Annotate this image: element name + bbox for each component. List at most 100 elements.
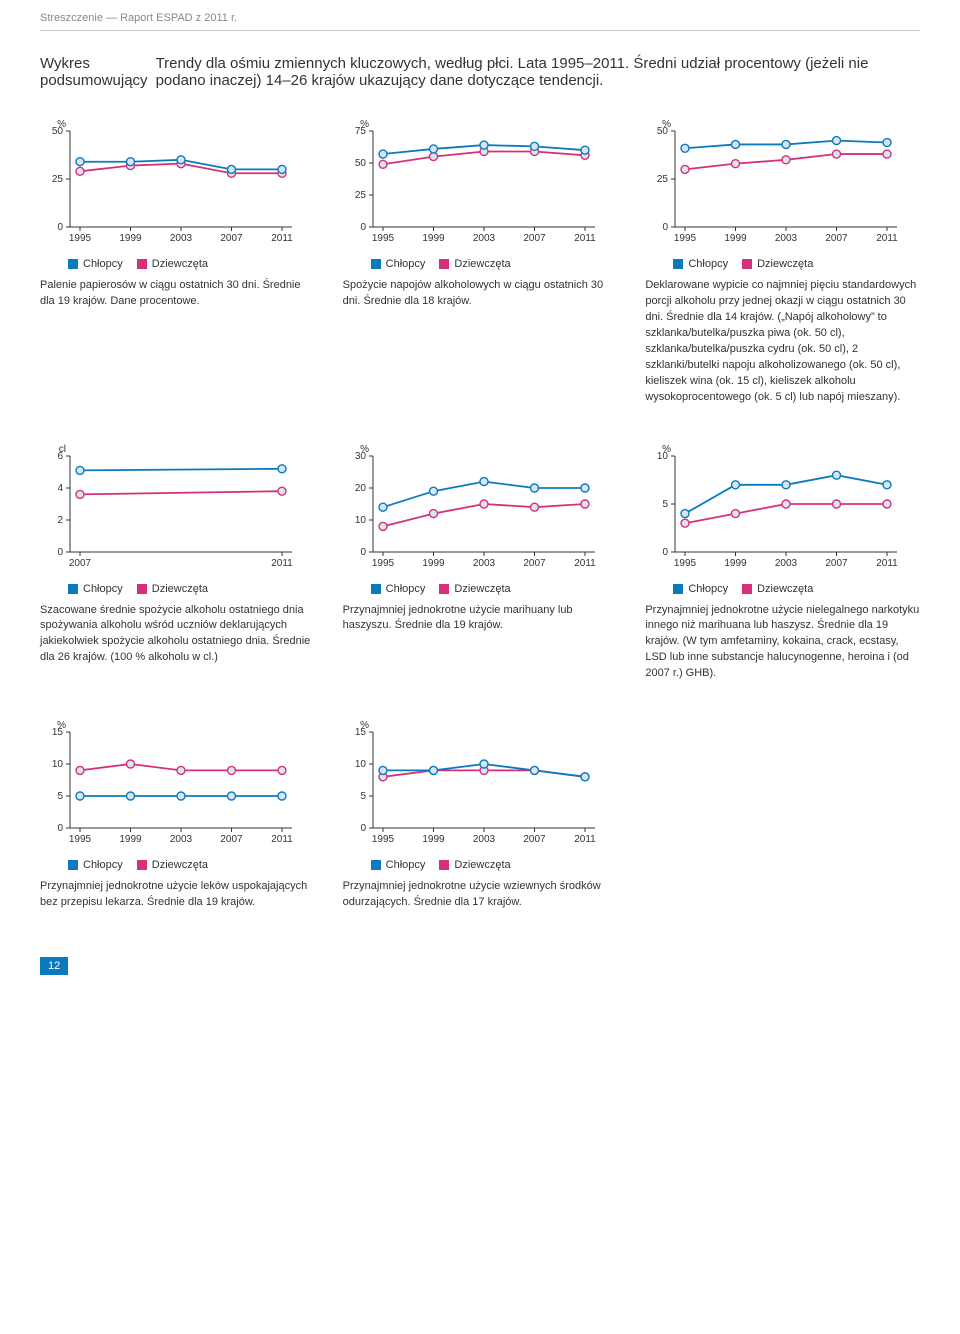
legend-boys-label: Chłopcy bbox=[83, 859, 123, 871]
chart-caption: Deklarowane wypicie co najmniej pięciu s… bbox=[645, 278, 920, 406]
svg-text:2011: 2011 bbox=[271, 834, 293, 845]
legend-boys-label: Chłopcy bbox=[688, 258, 728, 270]
legend-girls-label: Dziewczęta bbox=[454, 859, 510, 871]
legend-boys-label: Chłopcy bbox=[83, 258, 123, 270]
chart-cell: %05101519951999200320072011ChłopcyDziewc… bbox=[343, 718, 618, 927]
svg-text:2003: 2003 bbox=[473, 834, 496, 845]
legend: Chłopcy Dziewczęta bbox=[68, 583, 315, 595]
chart-caption: Palenie papierosów w ciągu ostatnich 30 … bbox=[40, 278, 315, 310]
chart-c6: %051019951999200320072011 bbox=[645, 442, 905, 572]
svg-text:5: 5 bbox=[360, 791, 366, 802]
chart-caption: Spożycie napojów alkoholowych w ciągu os… bbox=[343, 278, 618, 310]
legend-boys: Chłopcy bbox=[68, 583, 123, 595]
svg-text:1999: 1999 bbox=[422, 558, 445, 569]
swatch-boys bbox=[673, 259, 683, 269]
svg-text:2007: 2007 bbox=[826, 233, 849, 244]
svg-text:1995: 1995 bbox=[69, 233, 92, 244]
swatch-boys bbox=[371, 259, 381, 269]
svg-text:2011: 2011 bbox=[877, 558, 899, 569]
svg-text:2011: 2011 bbox=[271, 558, 293, 569]
svg-text:10: 10 bbox=[52, 759, 64, 770]
legend-boys: Chłopcy bbox=[68, 258, 123, 270]
svg-text:2011: 2011 bbox=[271, 233, 293, 244]
svg-text:2011: 2011 bbox=[574, 558, 596, 569]
chart-caption: Przynajmniej jednokrotne użycie wziewnyc… bbox=[343, 879, 618, 911]
legend-girls: Dziewczęta bbox=[742, 583, 813, 595]
svg-text:10: 10 bbox=[355, 759, 367, 770]
swatch-girls bbox=[137, 584, 147, 594]
legend-girls-label: Dziewczęta bbox=[454, 258, 510, 270]
legend-girls: Dziewczęta bbox=[439, 859, 510, 871]
svg-text:1999: 1999 bbox=[119, 834, 142, 845]
legend: Chłopcy Dziewczęta bbox=[673, 258, 920, 270]
chart-c8: %05101519951999200320072011 bbox=[343, 718, 603, 848]
figure-title: Wykres podsumowujący Trendy dla ośmiu zm… bbox=[40, 55, 920, 89]
chart-c7: %05101519951999200320072011 bbox=[40, 718, 300, 848]
chart-cell: %025507519951999200320072011ChłopcyDziew… bbox=[343, 117, 618, 422]
chart-c5: %010203019951999200320072011 bbox=[343, 442, 603, 572]
legend-boys-label: Chłopcy bbox=[386, 583, 426, 595]
svg-text:0: 0 bbox=[57, 823, 63, 834]
swatch-boys bbox=[371, 584, 381, 594]
legend-boys: Chłopcy bbox=[371, 859, 426, 871]
swatch-boys bbox=[673, 584, 683, 594]
legend-girls: Dziewczęta bbox=[439, 583, 510, 595]
legend-girls-label: Dziewczęta bbox=[454, 583, 510, 595]
legend-boys: Chłopcy bbox=[673, 583, 728, 595]
legend: Chłopcy Dziewczęta bbox=[673, 583, 920, 595]
legend-boys-label: Chłopcy bbox=[386, 258, 426, 270]
swatch-girls bbox=[742, 259, 752, 269]
svg-text:0: 0 bbox=[57, 222, 63, 233]
svg-text:0: 0 bbox=[360, 222, 366, 233]
svg-text:2011: 2011 bbox=[574, 233, 596, 244]
title-rest: Trendy dla ośmiu zmiennych kluczowych, w… bbox=[156, 55, 920, 89]
legend: Chłopcy Dziewczęta bbox=[371, 258, 618, 270]
svg-text:1999: 1999 bbox=[725, 558, 748, 569]
title-lead: Wykres podsumowujący bbox=[40, 55, 148, 89]
svg-text:1999: 1999 bbox=[119, 233, 142, 244]
legend-girls: Dziewczęta bbox=[137, 258, 208, 270]
svg-text:10: 10 bbox=[657, 451, 669, 462]
chart-c3: %0255019951999200320072011 bbox=[645, 117, 905, 247]
chart-caption: Przynajmniej jednokrotne użycie marihuan… bbox=[343, 603, 618, 635]
svg-text:0: 0 bbox=[360, 823, 366, 834]
legend-boys-label: Chłopcy bbox=[688, 583, 728, 595]
chart-cell: %051019951999200320072011ChłopcyDziewczę… bbox=[645, 442, 920, 699]
chart-cell: %0255019951999200320072011ChłopcyDziewcz… bbox=[645, 117, 920, 422]
swatch-girls bbox=[742, 584, 752, 594]
legend-girls-label: Dziewczęta bbox=[757, 583, 813, 595]
svg-text:2011: 2011 bbox=[877, 233, 899, 244]
legend-boys: Chłopcy bbox=[673, 258, 728, 270]
svg-text:2007: 2007 bbox=[220, 834, 243, 845]
chart-cell: %05101519951999200320072011ChłopcyDziewc… bbox=[40, 718, 315, 927]
svg-text:2003: 2003 bbox=[170, 834, 193, 845]
svg-text:2003: 2003 bbox=[170, 233, 193, 244]
swatch-girls bbox=[439, 860, 449, 870]
chart-grid: %0255019951999200320072011ChłopcyDziewcz… bbox=[40, 117, 920, 927]
svg-text:15: 15 bbox=[52, 727, 64, 738]
svg-text:6: 6 bbox=[57, 451, 63, 462]
chart-cell: cl024620072011ChłopcyDziewczętaSzacowane… bbox=[40, 442, 315, 699]
svg-text:2007: 2007 bbox=[220, 233, 243, 244]
swatch-boys bbox=[371, 860, 381, 870]
svg-text:1995: 1995 bbox=[674, 233, 697, 244]
legend: Chłopcy Dziewczęta bbox=[371, 859, 618, 871]
svg-text:1995: 1995 bbox=[372, 834, 395, 845]
svg-text:10: 10 bbox=[355, 515, 367, 526]
chart-c2: %025507519951999200320072011 bbox=[343, 117, 603, 247]
svg-text:2007: 2007 bbox=[523, 233, 546, 244]
svg-text:0: 0 bbox=[57, 547, 63, 558]
svg-text:20: 20 bbox=[355, 483, 367, 494]
svg-text:50: 50 bbox=[355, 158, 367, 169]
legend-boys: Chłopcy bbox=[371, 258, 426, 270]
legend-girls: Dziewczęta bbox=[137, 583, 208, 595]
svg-text:2003: 2003 bbox=[473, 558, 496, 569]
svg-text:2003: 2003 bbox=[775, 558, 798, 569]
svg-text:2007: 2007 bbox=[826, 558, 849, 569]
svg-text:0: 0 bbox=[360, 547, 366, 558]
legend-girls-label: Dziewczęta bbox=[757, 258, 813, 270]
svg-text:1999: 1999 bbox=[422, 233, 445, 244]
svg-text:1995: 1995 bbox=[372, 558, 395, 569]
swatch-boys bbox=[68, 259, 78, 269]
svg-text:2007: 2007 bbox=[69, 558, 92, 569]
